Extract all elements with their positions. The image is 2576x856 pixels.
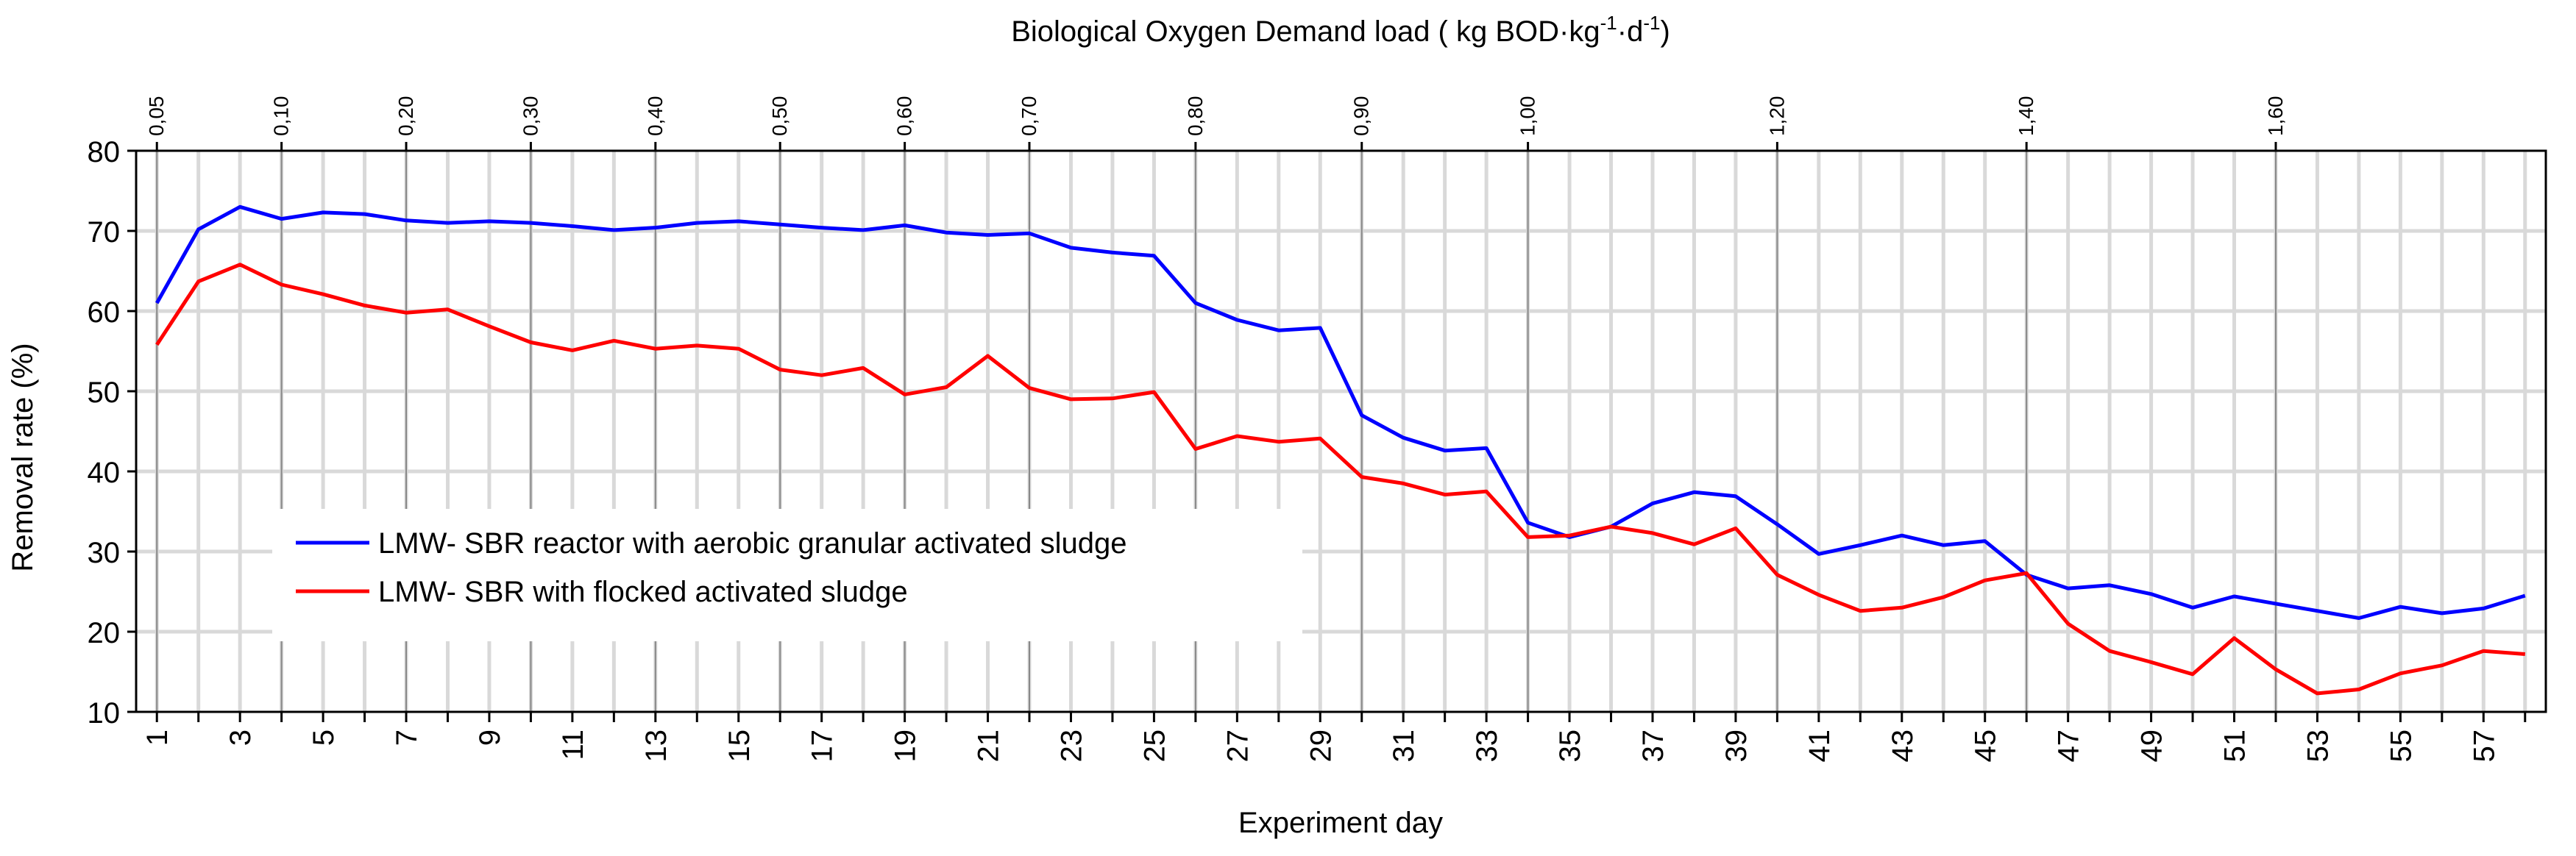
- top-tick-label: 1,00: [1516, 96, 1539, 137]
- top-tick-label: 0,20: [394, 96, 417, 137]
- top-tick-label: 0,60: [893, 96, 916, 137]
- y-tick-label: 30: [88, 537, 121, 569]
- y-tick-label: 70: [88, 216, 121, 249]
- top-tick-label: 0,05: [145, 96, 168, 137]
- y-tick-label: 40: [88, 457, 121, 489]
- legend-background: [272, 509, 1302, 641]
- x-tick-label: 29: [1305, 730, 1337, 763]
- x-tick-label: 57: [2468, 730, 2500, 763]
- x-tick-label: 39: [1720, 730, 1753, 763]
- y-tick-label: 10: [88, 697, 121, 730]
- x-tick-label: 3: [224, 730, 257, 746]
- top-tick-label: 1,60: [2264, 96, 2287, 137]
- top-axis-label-dot-1: ·: [1559, 15, 1569, 48]
- x-tick-label: 11: [557, 730, 589, 760]
- x-tick-label: 37: [1637, 730, 1670, 763]
- top-axis-label-main: Biological Oxygen Demand load ( kg BOD: [1011, 15, 1559, 48]
- x-tick-label: 7: [391, 730, 423, 746]
- x-tick-label: 49: [2136, 730, 2168, 763]
- top-tick-label: 1,20: [1765, 96, 1788, 137]
- x-tick-label: 55: [2385, 730, 2417, 763]
- top-axis-label-d: d: [1627, 15, 1643, 48]
- x-tick-label: 9: [474, 730, 506, 746]
- plot-frame: [135, 149, 2547, 713]
- legend: LMW- SBR reactor with aerobic granular a…: [272, 509, 1302, 641]
- x-tick-label: 31: [1388, 730, 1420, 763]
- x-tick-label: 1: [141, 730, 174, 746]
- legend-label: LMW- SBR reactor with aerobic granular a…: [378, 527, 1127, 560]
- series-line-granular: [155, 204, 2526, 620]
- top-tick-label: 0,70: [1018, 96, 1040, 137]
- y-tick-label: 80: [88, 136, 121, 168]
- x-tick-label: 25: [1138, 730, 1171, 763]
- top-tick-label: 0,50: [768, 96, 791, 137]
- x-tick-label: 53: [2302, 730, 2334, 763]
- top-axis-label-exp-1: -1: [1600, 12, 1617, 34]
- x-tick-label: 27: [1221, 730, 1254, 763]
- x-axis-ticks: 1 3 5 7 9 11 13 15 17 19 21 23 25 27 29 31 33 35 37 39 41 43 4…: [141, 712, 2527, 763]
- top-axis-gridlines: [156, 151, 2277, 712]
- x-tick-label: 13: [640, 730, 673, 763]
- top-axis-label: Biological Oxygen Demand load ( kg BOD·k…: [1011, 12, 1670, 48]
- legend-label: LMW- SBR with flocked activated sludge: [378, 576, 908, 608]
- y-tick-label: 50: [88, 377, 121, 409]
- y-tick-label: 60: [88, 296, 121, 329]
- top-axis-ticks: 0,05 0,10 0,20 0,30 0,40 0,50 0,60 0,70 0,80 0,90…: [145, 96, 2287, 151]
- x-axis-label: Experiment day: [1238, 807, 1443, 839]
- top-axis-label-close: ): [1660, 15, 1670, 48]
- x-tick-label: 23: [1055, 730, 1087, 763]
- top-tick-label: 0,80: [1184, 96, 1207, 137]
- series-line-flocked: [155, 263, 2525, 696]
- y-axis-ticks: 10 20 30 40 50 60 70 80: [88, 136, 136, 730]
- top-tick-label: 0,40: [644, 96, 667, 137]
- top-axis-label-kg: kg: [1569, 15, 1600, 48]
- series-lines: [155, 204, 2526, 696]
- x-tick-label: 45: [1970, 730, 2002, 763]
- y-tick-label: 20: [88, 617, 121, 649]
- top-axis-label-dot-2: ·: [1617, 15, 1627, 48]
- top-tick-label: 0,10: [270, 96, 293, 137]
- x-tick-label: 51: [2219, 730, 2252, 763]
- x-tick-label: 15: [723, 730, 756, 763]
- x-tick-label: 43: [1887, 730, 1919, 763]
- x-tick-label: 33: [1471, 730, 1503, 763]
- x-tick-label: 47: [2053, 730, 2085, 763]
- x-tick-label: 19: [890, 730, 922, 763]
- y-axis-label: Removal rate (%): [7, 343, 39, 571]
- x-tick-label: 5: [308, 730, 340, 746]
- top-tick-label: 1,40: [2015, 96, 2037, 137]
- top-tick-label: 0,30: [519, 96, 542, 137]
- top-axis-label-exp-2: -1: [1643, 12, 1660, 34]
- x-tick-label: 41: [1803, 730, 1836, 763]
- top-tick-label: 0,90: [1350, 96, 1373, 137]
- x-tick-label: 35: [1554, 730, 1586, 763]
- x-tick-label: 17: [806, 730, 839, 763]
- x-tick-label: 21: [973, 730, 1005, 763]
